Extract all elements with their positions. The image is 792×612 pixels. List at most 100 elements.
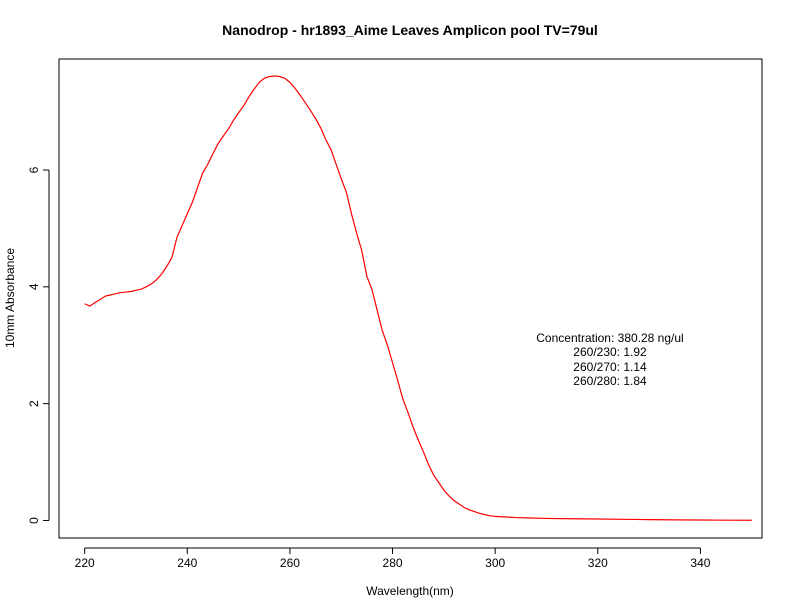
- data-point: [269, 76, 270, 77]
- data-point: [110, 294, 111, 295]
- data-point: [187, 213, 188, 214]
- annotation-concentration: Concentration: 380.28 ng/ul: [536, 331, 683, 345]
- data-point: [361, 250, 362, 251]
- data-point: [428, 464, 429, 465]
- data-point: [351, 213, 352, 214]
- absorbance-line: [84, 75, 752, 521]
- y-axis: 0 2 4 6: [27, 166, 50, 524]
- y-tick-label: 0: [27, 517, 41, 524]
- data-point: [377, 310, 378, 311]
- data-point: [649, 519, 650, 520]
- data-point: [546, 518, 547, 519]
- data-point: [371, 289, 372, 290]
- data-point: [397, 380, 398, 381]
- data-point: [469, 509, 470, 510]
- data-point: [99, 299, 100, 300]
- annotation-ratio-260-230: 260/230: 1.92: [573, 345, 647, 359]
- data-point: [197, 187, 198, 188]
- data-point: [289, 82, 290, 83]
- data-point: [125, 291, 126, 292]
- data-point: [341, 178, 342, 179]
- data-point: [474, 511, 475, 512]
- data-point: [402, 398, 403, 399]
- data-point: [274, 75, 275, 76]
- data-point: [366, 276, 367, 277]
- data-point: [151, 283, 152, 284]
- data-point: [233, 120, 234, 121]
- data-point: [166, 266, 167, 267]
- annotation-block: Concentration: 380.28 ng/ul 260/230: 1.9…: [536, 331, 683, 388]
- data-point: [259, 82, 260, 83]
- data-point: [217, 143, 218, 144]
- data-point: [192, 202, 193, 203]
- data-point: [238, 112, 239, 113]
- data-point: [412, 426, 413, 427]
- data-point: [700, 519, 701, 520]
- data-point: [315, 118, 316, 119]
- data-point: [253, 89, 254, 90]
- data-point: [505, 516, 506, 517]
- x-tick-label: 240: [177, 556, 197, 570]
- data-point: [572, 518, 573, 519]
- data-point: [279, 76, 280, 77]
- data-point: [423, 451, 424, 452]
- annotation-ratio-260-280: 260/280: 1.84: [573, 374, 647, 388]
- x-tick-label: 260: [280, 556, 300, 570]
- data-point: [171, 257, 172, 258]
- data-point: [135, 290, 136, 291]
- data-point: [335, 164, 336, 165]
- data-point: [392, 362, 393, 363]
- data-point: [89, 305, 90, 306]
- data-point: [243, 105, 244, 106]
- plot-frame: [58, 58, 763, 539]
- data-point: [207, 164, 208, 165]
- y-tick-label: 6: [27, 166, 41, 173]
- y-axis-label: 10mm Absorbance: [3, 248, 17, 348]
- data-point: [515, 517, 516, 518]
- x-tick-label: 300: [485, 556, 505, 570]
- data-point: [305, 102, 306, 103]
- data-point: [623, 519, 624, 520]
- x-tick-label: 280: [383, 556, 403, 570]
- data-point: [325, 139, 326, 140]
- data-point: [294, 88, 295, 89]
- data-point: [597, 518, 598, 519]
- data-point: [725, 520, 726, 521]
- y-tick-label: 2: [27, 400, 41, 407]
- data-points: [84, 75, 752, 521]
- data-point: [751, 520, 752, 521]
- data-point: [115, 293, 116, 294]
- data-point: [84, 303, 85, 304]
- data-point: [161, 273, 162, 274]
- data-point: [489, 515, 490, 516]
- data-point: [418, 439, 419, 440]
- data-point: [284, 78, 285, 79]
- data-point: [454, 500, 455, 501]
- data-point: [495, 516, 496, 517]
- data-point: [156, 279, 157, 280]
- data-point: [484, 514, 485, 515]
- x-axis-label: Wavelength(nm): [366, 584, 454, 598]
- data-point: [212, 153, 213, 154]
- x-tick-label: 220: [75, 556, 95, 570]
- data-point: [407, 412, 408, 413]
- data-point: [320, 127, 321, 128]
- data-point: [176, 237, 177, 238]
- y-tick-label: 4: [27, 283, 41, 290]
- data-point: [479, 513, 480, 514]
- data-point: [387, 345, 388, 346]
- data-point: [130, 291, 131, 292]
- data-point: [264, 78, 265, 79]
- data-point: [182, 225, 183, 226]
- data-point: [356, 232, 357, 233]
- data-point: [536, 518, 537, 519]
- data-point: [105, 296, 106, 297]
- data-point: [443, 490, 444, 491]
- data-point: [248, 96, 249, 97]
- data-point: [438, 482, 439, 483]
- x-tick-label: 340: [690, 556, 710, 570]
- chart-title: Nanodrop - hr1893_Aime Leaves Amplicon p…: [222, 22, 598, 38]
- data-point: [94, 302, 95, 303]
- data-point: [433, 474, 434, 475]
